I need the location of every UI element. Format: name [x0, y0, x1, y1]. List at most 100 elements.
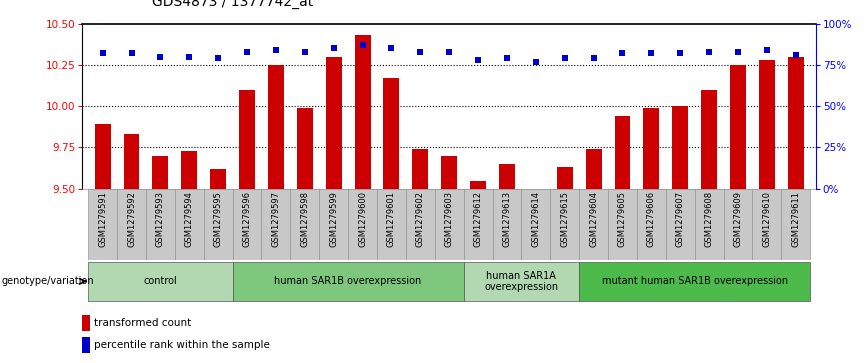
- Bar: [297, 108, 312, 189]
- Bar: [550, 189, 579, 260]
- Point: [240, 49, 254, 54]
- Bar: [701, 90, 717, 189]
- Text: percentile rank within the sample: percentile rank within the sample: [95, 340, 270, 350]
- Bar: [522, 189, 550, 260]
- Point: [471, 57, 485, 63]
- Point: [385, 45, 398, 51]
- Text: GSM1279601: GSM1279601: [387, 191, 396, 247]
- Text: GSM1279604: GSM1279604: [589, 191, 598, 247]
- Bar: [233, 189, 261, 260]
- Bar: [788, 57, 804, 189]
- Bar: [123, 134, 140, 189]
- Text: GSM1279605: GSM1279605: [618, 191, 627, 247]
- Point: [269, 47, 283, 53]
- Bar: [730, 65, 746, 189]
- Bar: [291, 189, 319, 260]
- Bar: [694, 189, 724, 260]
- Bar: [724, 189, 753, 260]
- Bar: [181, 151, 197, 189]
- Point: [558, 56, 572, 61]
- Bar: [492, 189, 522, 260]
- Bar: [608, 189, 637, 260]
- Point: [125, 50, 139, 56]
- Bar: [666, 189, 694, 260]
- FancyBboxPatch shape: [233, 262, 464, 301]
- Text: genotype/variation: genotype/variation: [2, 276, 95, 286]
- Point: [413, 49, 427, 54]
- Point: [356, 42, 370, 48]
- Bar: [82, 315, 90, 331]
- Point: [182, 54, 196, 60]
- Point: [211, 56, 225, 61]
- Point: [500, 56, 514, 61]
- Text: GDS4873 / 1377742_at: GDS4873 / 1377742_at: [152, 0, 313, 9]
- Point: [587, 56, 601, 61]
- Bar: [153, 156, 168, 189]
- Bar: [753, 189, 781, 260]
- Text: GSM1279609: GSM1279609: [733, 191, 742, 247]
- Point: [298, 49, 312, 54]
- Text: GSM1279596: GSM1279596: [242, 191, 252, 247]
- Bar: [435, 189, 464, 260]
- Text: human SAR1A
overexpression: human SAR1A overexpression: [484, 270, 558, 292]
- Bar: [268, 65, 284, 189]
- Text: GSM1279599: GSM1279599: [329, 191, 339, 247]
- Point: [529, 59, 542, 65]
- Text: GSM1279606: GSM1279606: [647, 191, 656, 247]
- Text: GSM1279595: GSM1279595: [214, 191, 223, 247]
- Bar: [412, 149, 428, 189]
- Bar: [384, 78, 399, 189]
- Text: GSM1279608: GSM1279608: [705, 191, 713, 247]
- Point: [674, 50, 687, 56]
- Point: [442, 49, 456, 54]
- Bar: [556, 167, 573, 189]
- Bar: [95, 125, 110, 189]
- Bar: [319, 189, 348, 260]
- Bar: [781, 189, 810, 260]
- Text: mutant human SAR1B overexpression: mutant human SAR1B overexpression: [602, 276, 787, 286]
- Text: GSM1279598: GSM1279598: [300, 191, 309, 247]
- Bar: [326, 57, 342, 189]
- Text: GSM1279603: GSM1279603: [444, 191, 454, 247]
- Text: control: control: [143, 276, 177, 286]
- Bar: [406, 189, 435, 260]
- Point: [789, 52, 803, 58]
- Text: GSM1279613: GSM1279613: [503, 191, 511, 247]
- Bar: [377, 189, 406, 260]
- Point: [95, 50, 109, 56]
- Bar: [210, 169, 227, 189]
- Text: GSM1279612: GSM1279612: [474, 191, 483, 247]
- Text: GSM1279597: GSM1279597: [272, 191, 280, 247]
- Bar: [643, 108, 660, 189]
- Bar: [579, 189, 608, 260]
- Bar: [586, 149, 602, 189]
- Text: GSM1279614: GSM1279614: [531, 191, 540, 247]
- Text: GSM1279611: GSM1279611: [792, 191, 800, 247]
- Text: GSM1279610: GSM1279610: [762, 191, 772, 247]
- FancyBboxPatch shape: [579, 262, 810, 301]
- Text: GSM1279600: GSM1279600: [358, 191, 367, 247]
- Text: GSM1279591: GSM1279591: [98, 191, 107, 247]
- Bar: [637, 189, 666, 260]
- Bar: [89, 189, 117, 260]
- Text: GSM1279593: GSM1279593: [156, 191, 165, 247]
- Bar: [117, 189, 146, 260]
- Bar: [82, 337, 90, 353]
- FancyBboxPatch shape: [89, 262, 233, 301]
- Text: human SAR1B overexpression: human SAR1B overexpression: [274, 276, 422, 286]
- Bar: [348, 189, 377, 260]
- Bar: [239, 90, 255, 189]
- FancyBboxPatch shape: [464, 262, 579, 301]
- Bar: [441, 156, 457, 189]
- Point: [731, 49, 745, 54]
- Point: [760, 47, 773, 53]
- Bar: [615, 116, 630, 189]
- Bar: [672, 106, 688, 189]
- Bar: [355, 35, 371, 189]
- Point: [615, 50, 629, 56]
- Text: transformed count: transformed count: [95, 318, 192, 328]
- Point: [702, 49, 716, 54]
- Text: GSM1279607: GSM1279607: [675, 191, 685, 247]
- Text: GSM1279602: GSM1279602: [416, 191, 424, 247]
- Bar: [759, 60, 775, 189]
